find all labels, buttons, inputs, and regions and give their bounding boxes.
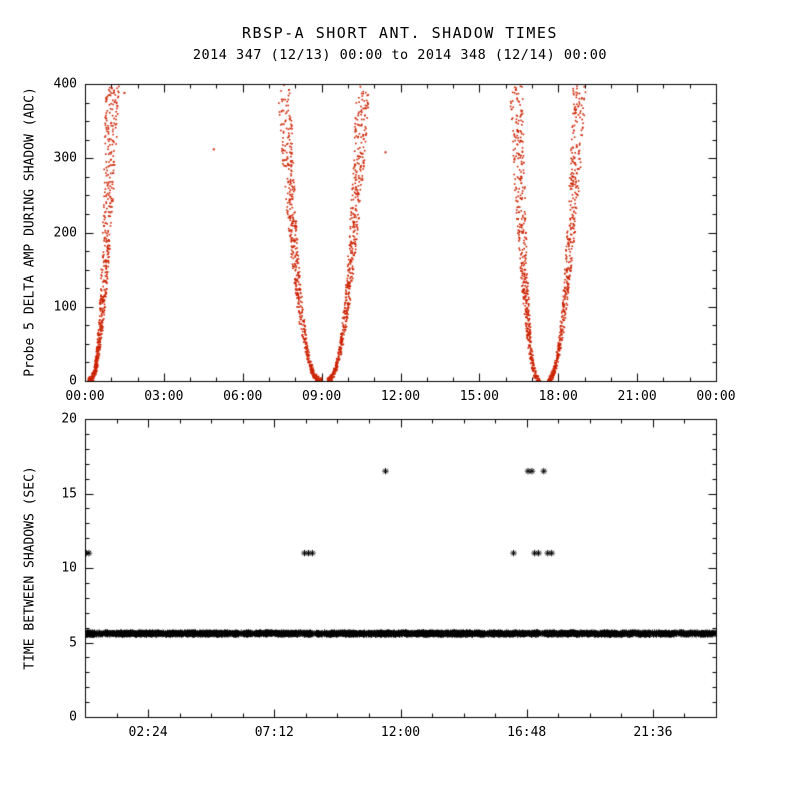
bottom-x-tick-label: 12:00 [380,725,421,740]
top-x-tick-label: 09:00 [302,389,342,404]
bottom-x-tick-label: 21:36 [633,725,673,740]
bottom-y-tick-label: 5 [69,635,77,650]
top-x-tick-label: 15:00 [459,389,499,404]
top-y-tick-label: 400 [53,76,77,92]
top-x-tick-label: 06:00 [223,389,263,404]
top-x-tick-label: 00:00 [65,389,105,404]
top-x-tick-label: 12:00 [380,389,421,404]
top-x-tick-label: 03:00 [144,389,184,404]
top-y-tick-label: 100 [53,299,77,315]
top-x-tick-label: 00:00 [696,389,736,404]
top-y-axis-label: Probe 5 DELTA AMP DURING SHADOW (ADC) [22,87,38,377]
top-x-tick-label: 21:00 [617,389,657,404]
top-x-tick-label: 18:00 [538,389,578,404]
bottom-x-tick-label: 16:48 [507,725,547,740]
chart-subtitle: 2014 347 (12/13) 00:00 to 2014 348 (12/1… [192,47,608,63]
bottom-y-axis-label: TIME BETWEEN SHADOWS (SEC) [22,466,38,670]
bottom-x-tick-label: 02:24 [128,725,168,740]
bottom-y-tick-label: 0 [69,709,77,725]
top-y-tick-label: 0 [69,373,77,389]
top-y-tick-label: 200 [53,225,77,240]
bottom-y-tick-label: 15 [61,486,77,501]
bottom-y-tick-label: 10 [61,560,77,576]
top-y-tick-label: 300 [53,150,77,166]
bottom-y-tick-label: 20 [61,411,77,427]
chart-title: RBSP-A SHORT ANT. SHADOW TIMES [242,24,558,42]
bottom-x-tick-label: 07:12 [254,725,294,740]
